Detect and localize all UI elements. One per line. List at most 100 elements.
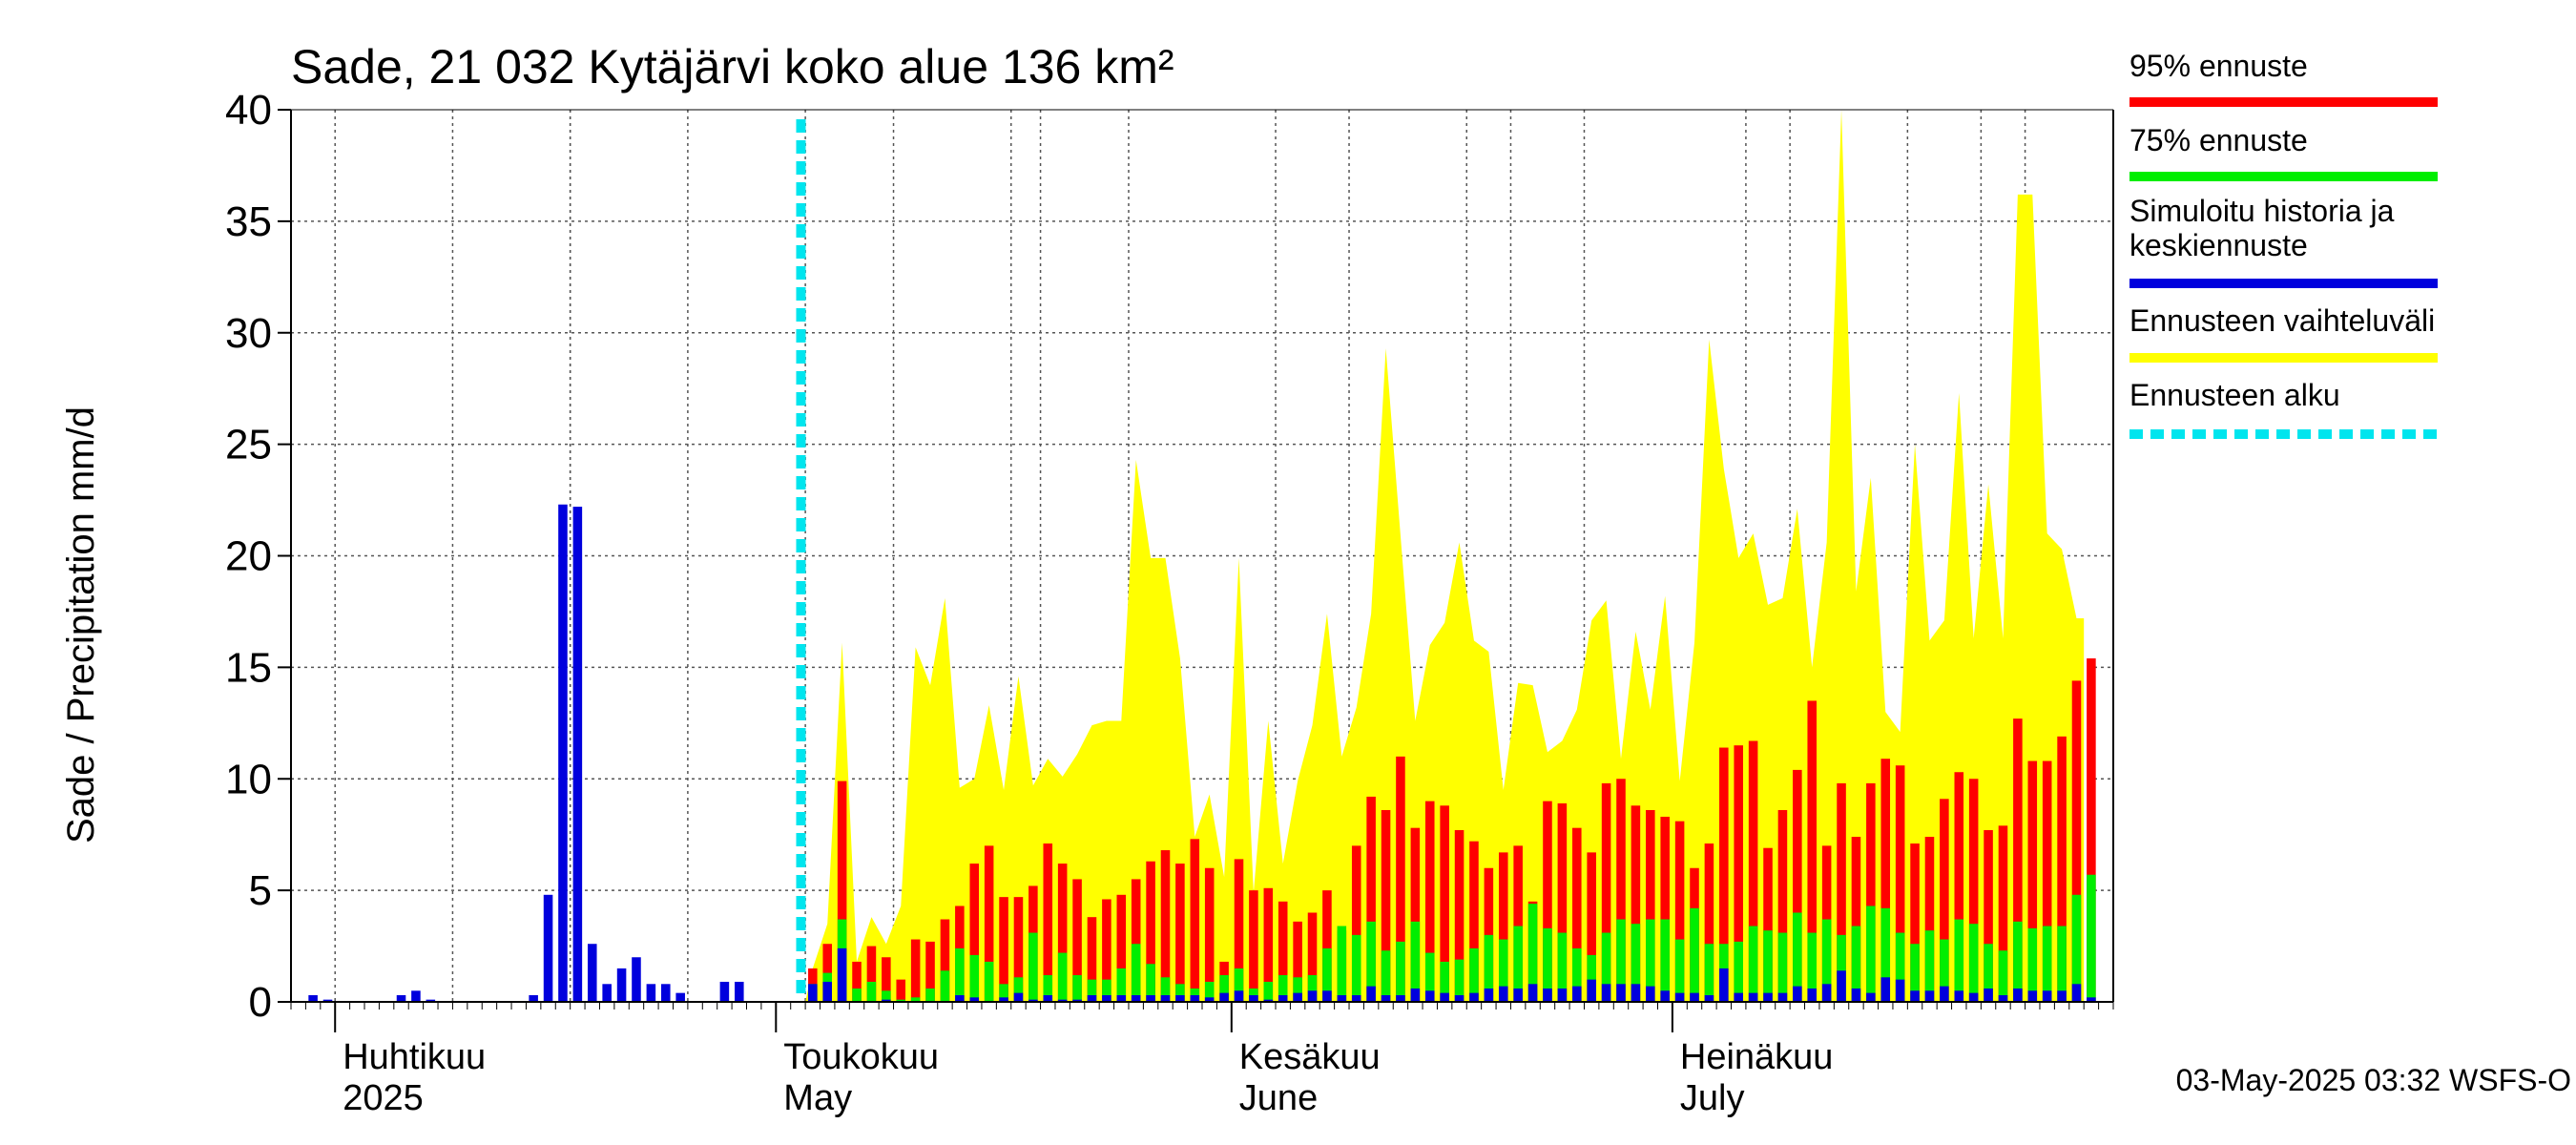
bar-history bbox=[587, 944, 597, 1002]
bar-p95 bbox=[2057, 736, 2067, 1002]
chart-title: Sade, 21 032 Kytäjärvi koko alue 136 km² bbox=[291, 40, 1174, 94]
bar-median bbox=[2027, 990, 2038, 1002]
bar-p95 bbox=[866, 946, 877, 1002]
bar-p95 bbox=[1674, 821, 1685, 1002]
bar-median bbox=[1734, 992, 1743, 1002]
y-tick-label: 30 bbox=[225, 310, 272, 357]
month-sublabel: July bbox=[1680, 1078, 1745, 1118]
bar-p95 bbox=[1587, 852, 1596, 1002]
bar-p75 bbox=[1777, 932, 1788, 1002]
bar-median bbox=[1102, 994, 1111, 1002]
bar-p75 bbox=[1998, 950, 2008, 1002]
footer-timestamp: 03-May-2025 03:32 WSFS-O bbox=[2176, 1063, 2571, 1097]
bar-median bbox=[1410, 988, 1421, 1002]
bar-p75 bbox=[1954, 919, 1964, 1002]
bar-p95 bbox=[999, 897, 1008, 1002]
bar-p95 bbox=[1013, 897, 1024, 1002]
bar-p75 bbox=[1366, 921, 1376, 1002]
bar-median bbox=[1837, 970, 1846, 1002]
bar-p75 bbox=[925, 988, 935, 1002]
bar-history bbox=[558, 504, 568, 1002]
bar-p75 bbox=[1396, 941, 1405, 1002]
bar-p95 bbox=[1704, 843, 1714, 1002]
bar-median bbox=[1940, 986, 1949, 1002]
bar-median bbox=[1249, 994, 1258, 1002]
legend-label: Ennusteen alku bbox=[2129, 378, 2340, 412]
bar-median bbox=[2087, 997, 2096, 1002]
bar-median bbox=[1646, 986, 1655, 1002]
bar-p75 bbox=[955, 947, 965, 1002]
bar-median bbox=[2057, 990, 2067, 1002]
bar-p95 bbox=[1646, 809, 1655, 1002]
y-axis-label: Sade / Precipitation mm/d bbox=[60, 406, 102, 843]
bar-median bbox=[1484, 988, 1494, 1002]
bar-median bbox=[1807, 988, 1818, 1002]
bar-p95 bbox=[1763, 847, 1773, 1002]
bar-history bbox=[632, 957, 641, 1002]
bar-p95 bbox=[896, 979, 906, 1002]
bar-p75 bbox=[1557, 932, 1568, 1002]
bar-p75 bbox=[1763, 930, 1773, 1002]
bar-median bbox=[1454, 994, 1465, 1002]
bar-median bbox=[1263, 999, 1274, 1002]
bar-median bbox=[808, 984, 818, 1002]
bar-p75 bbox=[1307, 974, 1318, 1002]
bar-median bbox=[1175, 994, 1185, 1002]
bar-p75 bbox=[1410, 921, 1421, 1002]
bar-history bbox=[661, 984, 671, 1002]
bar-median bbox=[1572, 986, 1582, 1002]
bar-p95 bbox=[1660, 816, 1670, 1002]
y-tick-label: 5 bbox=[249, 867, 272, 914]
bar-history bbox=[675, 992, 685, 1002]
bar-median bbox=[1366, 986, 1376, 1002]
bar-median bbox=[1690, 992, 1699, 1002]
y-tick-label: 25 bbox=[225, 422, 272, 468]
bar-median bbox=[1763, 992, 1773, 1002]
bar-median bbox=[1880, 977, 1891, 1002]
y-tick-label: 35 bbox=[225, 198, 272, 245]
bar-p75 bbox=[2071, 894, 2082, 1002]
bar-median bbox=[1278, 994, 1288, 1002]
bar-median bbox=[1601, 984, 1611, 1002]
bar-median bbox=[1910, 990, 1920, 1002]
bar-p75 bbox=[1498, 939, 1508, 1002]
bar-history bbox=[543, 894, 553, 1002]
bar-p95 bbox=[1102, 899, 1111, 1002]
bar-p95 bbox=[1880, 759, 1891, 1002]
bar-median bbox=[882, 999, 891, 1002]
bar-p95 bbox=[852, 961, 862, 1002]
bar-median bbox=[1924, 990, 1935, 1002]
bar-median bbox=[837, 947, 847, 1002]
y-tick-label: 0 bbox=[249, 979, 272, 1026]
bar-p75 bbox=[984, 961, 994, 1002]
bar-p95 bbox=[1498, 852, 1508, 1002]
bar-p95 bbox=[1807, 700, 1818, 1002]
bar-p95 bbox=[1777, 809, 1788, 1002]
bar-p75 bbox=[882, 990, 891, 1002]
bar-median bbox=[1381, 994, 1391, 1002]
bar-p95 bbox=[882, 957, 891, 1002]
y-tick-label: 40 bbox=[225, 87, 272, 134]
bar-p75 bbox=[1013, 977, 1024, 1002]
bar-p95 bbox=[1249, 890, 1258, 1002]
bar-p75 bbox=[1146, 964, 1155, 1002]
bar-median bbox=[1793, 986, 1802, 1002]
bar-history bbox=[529, 994, 538, 1002]
bar-history bbox=[426, 999, 436, 1002]
bar-p75 bbox=[1043, 974, 1053, 1002]
bar-p75 bbox=[1351, 934, 1361, 1002]
bar-median bbox=[1557, 988, 1568, 1002]
bar-p95 bbox=[1307, 912, 1318, 1002]
bar-median bbox=[1396, 994, 1405, 1002]
bar-median bbox=[1146, 994, 1155, 1002]
bar-p75 bbox=[1484, 934, 1494, 1002]
bar-p95 bbox=[1513, 845, 1523, 1002]
bar-p95 bbox=[1396, 756, 1405, 1002]
bar-p75 bbox=[896, 999, 906, 1002]
bar-median bbox=[1748, 992, 1758, 1002]
bar-p75 bbox=[1601, 932, 1611, 1002]
bar-p75 bbox=[1322, 947, 1332, 1002]
bar-median bbox=[1998, 994, 2008, 1002]
bar-median bbox=[1219, 992, 1229, 1002]
bar-p75 bbox=[1572, 947, 1582, 1002]
